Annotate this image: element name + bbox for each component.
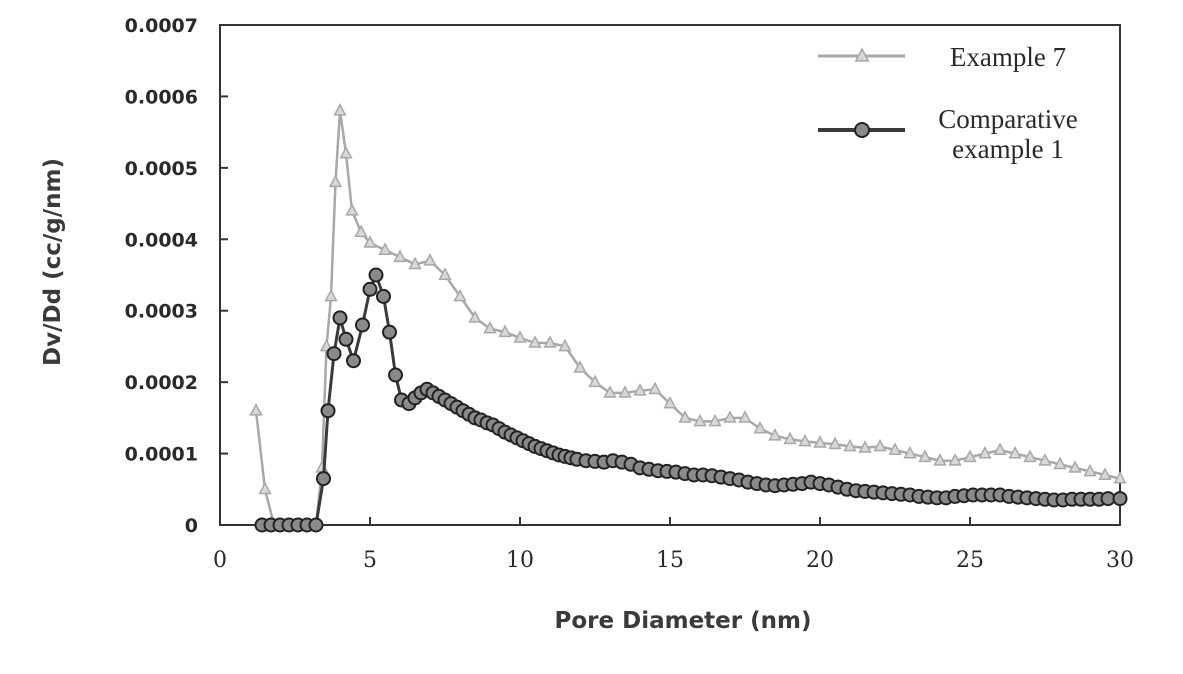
data-point bbox=[383, 326, 396, 339]
y-axis-title: Dv/Dd (cc/g/nm) bbox=[40, 158, 66, 366]
x-tick-label: 30 bbox=[1106, 548, 1134, 573]
data-point bbox=[328, 347, 341, 360]
x-tick-label: 10 bbox=[506, 548, 534, 573]
x-tick-label: 0 bbox=[213, 548, 227, 573]
data-point bbox=[310, 519, 323, 532]
x-tick-label: 20 bbox=[806, 548, 834, 573]
legend-label: Example 7 bbox=[950, 42, 1066, 72]
data-point bbox=[364, 283, 377, 296]
y-tick-label: 0.0005 bbox=[125, 158, 198, 180]
data-point bbox=[334, 311, 347, 324]
y-axis: 0 0.0001 0.0002 0.0003 0.0004 0.0005 0.0006 0.0… bbox=[125, 15, 228, 537]
y-tick-label: 0.0007 bbox=[125, 15, 198, 37]
data-point bbox=[340, 333, 353, 346]
data-point bbox=[370, 269, 383, 282]
data-point bbox=[347, 354, 360, 367]
y-tick-label: 0.0006 bbox=[125, 86, 198, 108]
y-tick-label: 0.0001 bbox=[125, 444, 198, 466]
data-point bbox=[322, 404, 335, 417]
data-point bbox=[317, 472, 330, 485]
x-tick-label: 15 bbox=[656, 548, 684, 573]
data-point bbox=[389, 369, 402, 382]
y-tick-label: 0.0004 bbox=[125, 229, 198, 251]
data-point bbox=[356, 319, 369, 332]
x-tick-label: 25 bbox=[956, 548, 984, 573]
y-tick-label: 0 bbox=[185, 515, 198, 537]
data-point bbox=[1114, 492, 1127, 505]
y-tick-label: 0.0002 bbox=[125, 372, 198, 394]
y-tick-label: 0.0003 bbox=[125, 301, 198, 323]
legend-label: Comparativeexample 1 bbox=[938, 104, 1077, 164]
legend-marker bbox=[855, 123, 869, 137]
x-tick-label: 5 bbox=[363, 548, 377, 573]
x-axis-title: Pore Diameter (nm) bbox=[555, 608, 812, 634]
data-point bbox=[377, 290, 390, 303]
